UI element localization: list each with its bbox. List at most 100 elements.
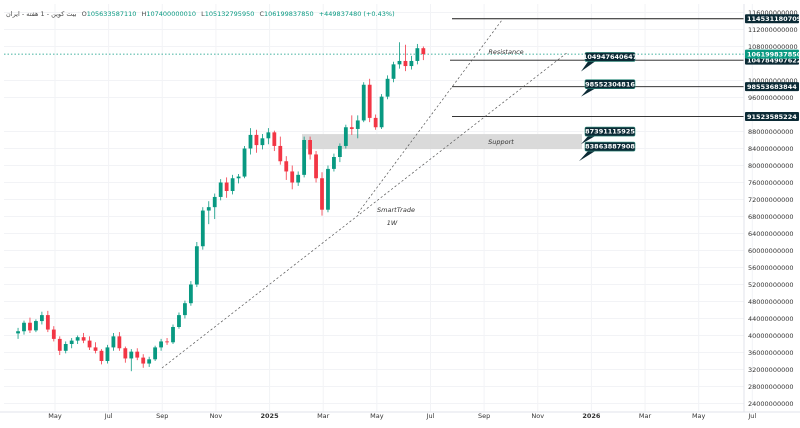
candle-body (337, 145, 342, 157)
candle (272, 130, 277, 152)
symbol-label[interactable]: بیت کوین - 1 هفته - ایران (6, 10, 77, 18)
candle-body (69, 340, 74, 344)
candle-body (296, 174, 301, 183)
support-zone-layer: Support (302, 134, 582, 150)
x-tick-label: 2025 (261, 412, 280, 420)
trendline-long (161, 51, 569, 369)
price-callout: 98552304816 (581, 79, 636, 97)
candle-body (63, 344, 68, 351)
candle (147, 356, 152, 367)
y-tick-label: 48000000000 (748, 298, 794, 306)
candle-body (248, 134, 253, 149)
candle (81, 332, 86, 344)
x-tick-label: 2026 (582, 412, 601, 420)
y-tick-label: 80000000000 (748, 162, 794, 170)
candle-body (391, 64, 396, 79)
candle (367, 78, 372, 123)
candle-body (188, 284, 193, 304)
candle-body (403, 60, 408, 67)
time-axis[interactable]: May Jul Sep Nov 2025 Mar May Jul Sep Nov 2026 Mar Ma… (0, 411, 800, 420)
y-tick-label: 100000000000 (748, 77, 798, 85)
y-tick-label: 52000000000 (748, 281, 794, 289)
support-label: Support (488, 138, 514, 146)
candle (361, 82, 366, 123)
candle (379, 94, 384, 129)
candle-body (332, 157, 336, 169)
low-value: 105132795950 (205, 10, 255, 18)
x-tick-label: Jul (747, 412, 756, 420)
candle-body (230, 178, 235, 191)
x-tick-label: Jul (104, 412, 113, 420)
candle-body (16, 331, 20, 334)
x-tick-label: May (48, 412, 62, 420)
x-tick-label: Sep (478, 412, 490, 420)
candle (153, 345, 158, 361)
y-tick-label: 72000000000 (748, 196, 794, 204)
price-callout: 87391115925 (581, 126, 635, 145)
price-axis[interactable]: 24000000000 28000000000 32000000000 3600000… (743, 4, 800, 412)
candle-body (415, 48, 420, 61)
x-tick-label: May (370, 412, 384, 420)
candle-body (87, 340, 92, 348)
candle (123, 346, 128, 363)
candle-body (200, 210, 205, 247)
candle (117, 332, 122, 351)
y-tick-label: 68000000000 (748, 213, 794, 221)
candle (111, 332, 116, 351)
grid-layer (4, 4, 753, 412)
y-tick-label: 60000000000 (748, 247, 794, 255)
y-tick-label: 28000000000 (748, 383, 794, 391)
candle-body (99, 350, 104, 361)
candle-body (135, 351, 140, 358)
candle (75, 335, 80, 344)
candle (218, 179, 223, 201)
candle (278, 136, 283, 165)
candle (177, 312, 181, 329)
callout-box (584, 79, 636, 89)
candle (28, 317, 32, 333)
candle (141, 354, 146, 368)
candle-body (379, 96, 384, 128)
callout-text: 104947640647 (583, 53, 637, 61)
candle (93, 342, 98, 354)
candles-layer (16, 42, 426, 372)
level-tag-text: 104784907622 (747, 56, 800, 64)
candle-body (242, 148, 247, 177)
candle-body (302, 140, 307, 175)
callout-text: 98552304816 (585, 80, 635, 88)
callout-pointer (579, 151, 595, 162)
x-tick-label: Nov (531, 412, 544, 420)
y-tick-label: 108000000000 (748, 43, 798, 51)
level-tag-text: 98553683844 (747, 83, 797, 91)
candle-body (385, 78, 390, 97)
candle (212, 193, 217, 220)
candle (337, 143, 342, 163)
trendlines-layer (161, 19, 569, 369)
candle (266, 128, 271, 145)
candle (254, 129, 259, 153)
high-value: 107400000010 (146, 10, 196, 18)
change-value: +449837480 (+0.43%) (319, 10, 395, 18)
candle-body (117, 336, 122, 349)
level-tag (745, 14, 799, 24)
candle-body (57, 338, 62, 351)
candle-body (75, 337, 80, 341)
candle (69, 338, 74, 349)
callout-pointer (581, 136, 595, 145)
annotations-layer: SmartTrade 1W 104947640647 98552304816 87391… (377, 52, 637, 227)
candle-body (51, 329, 56, 339)
candle-body (278, 145, 283, 162)
candle-body (34, 321, 38, 331)
candle-body (194, 246, 199, 285)
candle (99, 349, 104, 365)
candle-body (177, 315, 181, 327)
callout-pointer (581, 88, 595, 97)
candle (236, 174, 241, 184)
candle-body (320, 178, 324, 210)
price-callout: 104947640647 (581, 52, 637, 72)
candle-body (343, 127, 348, 146)
candle-body (93, 347, 98, 351)
candle (194, 242, 199, 288)
y-tick-label: 32000000000 (748, 366, 794, 374)
